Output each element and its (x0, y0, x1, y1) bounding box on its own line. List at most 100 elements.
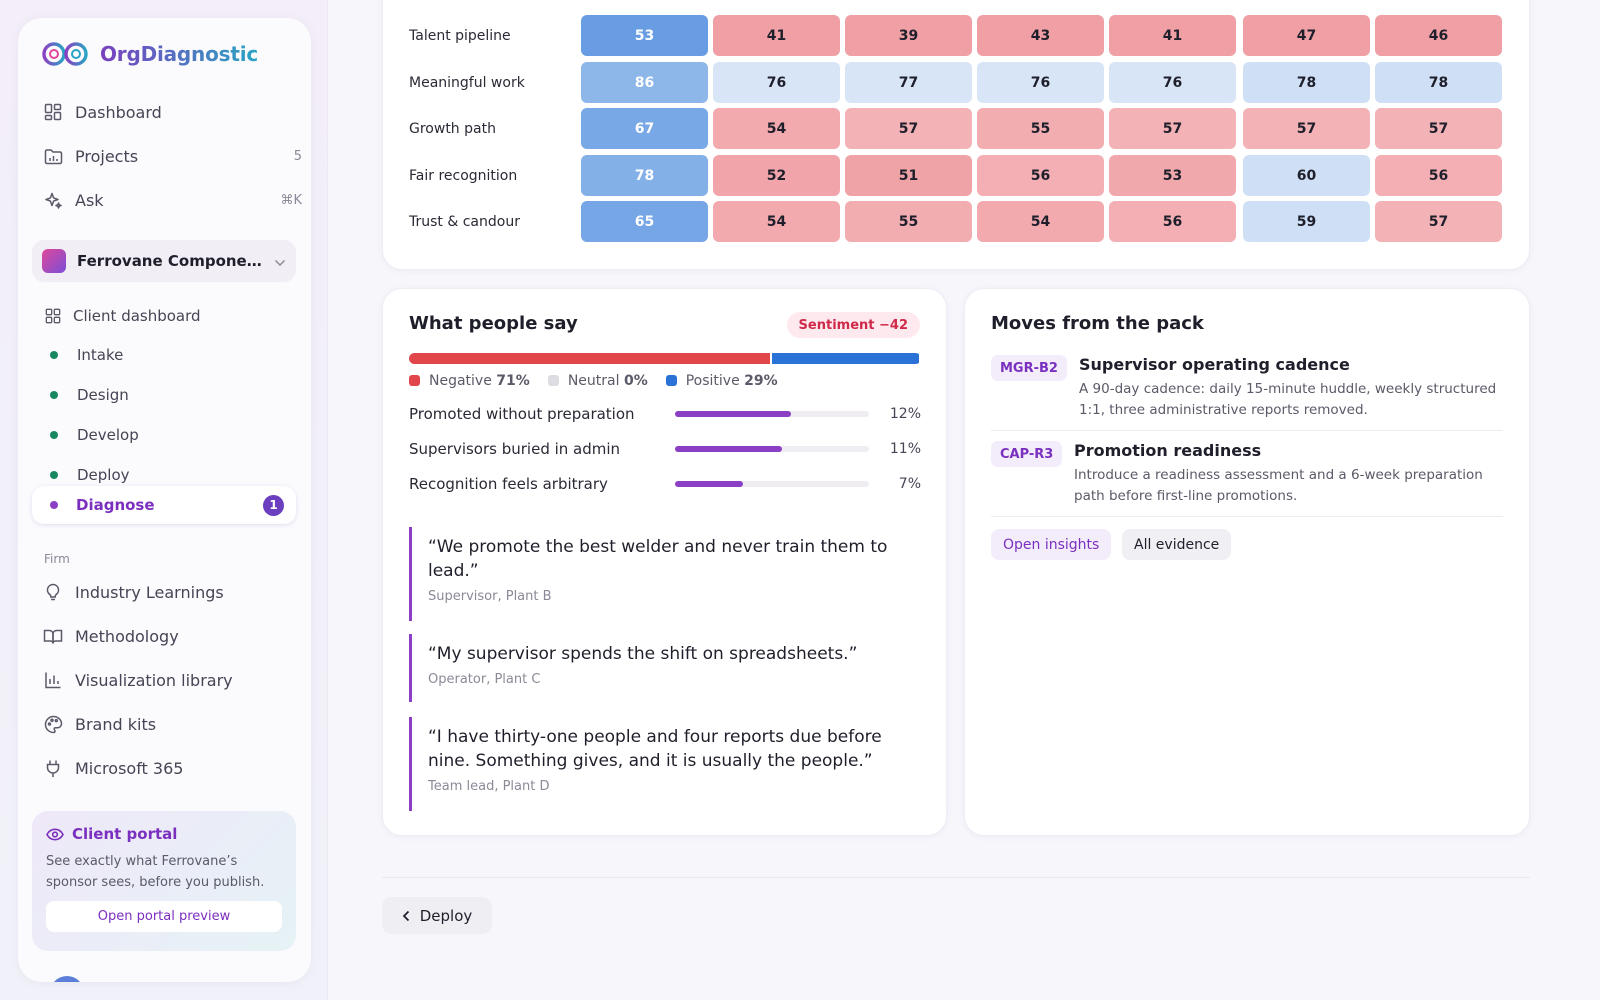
heatmap-cell[interactable]: 54 (713, 201, 840, 242)
quote-text: “My supervisor spends the shift on sprea… (428, 644, 858, 664)
heatmap-cell[interactable]: 67 (581, 108, 708, 149)
nav-brand-kits[interactable]: Brand kits (42, 710, 302, 738)
chevron-left-icon (402, 910, 409, 921)
quote-block: “My supervisor spends the shift on sprea… (409, 634, 909, 702)
heatmap-cell[interactable]: 55 (977, 108, 1104, 149)
open-portal-preview-button[interactable]: Open portal preview (46, 901, 282, 932)
heatmap-cell[interactable]: 43 (977, 15, 1104, 56)
heatmap-cell[interactable]: 57 (1243, 108, 1370, 149)
heatmap-cell[interactable]: 47 (1243, 15, 1370, 56)
nav-label: Projects (75, 146, 139, 166)
heatmap-cell[interactable]: 78 (581, 155, 708, 196)
heatmap-cell[interactable]: 60 (1243, 155, 1370, 196)
client-switcher[interactable]: Ferrovane Components (32, 240, 296, 282)
heatmap-cell[interactable]: 41 (1109, 15, 1236, 56)
nav-projects[interactable]: Projects 5 (42, 142, 302, 170)
nav-label: Methodology (75, 626, 179, 646)
theme-pct: 12% (889, 406, 921, 422)
all-evidence-button[interactable]: All evidence (1122, 529, 1232, 560)
avatar[interactable] (50, 976, 84, 982)
folder-icon (42, 145, 64, 167)
phase-intake[interactable]: Intake (42, 342, 292, 368)
phase-develop[interactable]: Develop (42, 422, 292, 448)
ask-shortcut: ⌘K (280, 192, 302, 208)
move-description: Introduce a readiness assessment and a 6… (1074, 467, 1483, 504)
heatmap-cell[interactable]: 76 (977, 62, 1104, 103)
theme-bar-fill (675, 446, 782, 452)
nav-industry-learnings[interactable]: Industry Learnings (42, 578, 302, 606)
heatmap-cell[interactable]: 56 (977, 155, 1104, 196)
what-people-say-card: What people say Sentiment −42 Negative 7… (382, 288, 947, 836)
client-dashboard-label: Client dashboard (73, 307, 201, 325)
phase-deploy[interactable]: Deploy (42, 462, 292, 488)
theme-row[interactable]: Recognition feels arbitrary 7% (409, 473, 921, 495)
sentiment-legend: Negative 71% Neutral 0% Positive 29% (409, 373, 778, 389)
theme-pct: 11% (889, 441, 921, 457)
heatmap-cell[interactable]: 76 (1109, 62, 1236, 103)
move-item[interactable]: MGR-B2 Supervisor operating cadence A 90… (991, 355, 1503, 431)
heatmap-cell[interactable]: 53 (581, 15, 708, 56)
plug-icon (42, 757, 64, 779)
phase-diagnose-active[interactable]: Diagnose 1 (32, 486, 296, 524)
move-item[interactable]: CAP-R3 Promotion readiness Introduce a r… (991, 441, 1503, 517)
heatmap-cell[interactable]: 59 (1243, 201, 1370, 242)
heatmap-row-label: Fair recognition (409, 167, 518, 184)
legend-positive: Positive 29% (665, 373, 778, 389)
heatmap-cell[interactable]: 57 (1375, 201, 1502, 242)
heatmap-cell[interactable]: 46 (1375, 15, 1502, 56)
heatmap-cell[interactable]: 57 (1109, 108, 1236, 149)
brand-name: OrgDiagnostic (100, 42, 259, 66)
heatmap-cell[interactable]: 55 (845, 201, 972, 242)
heatmap-cell[interactable]: 57 (1375, 108, 1502, 149)
heatmap-cell[interactable]: 78 (1375, 62, 1502, 103)
theme-bar-track (675, 411, 869, 417)
legend-negative: Negative 71% (409, 373, 530, 389)
client-portal-card: Client portal See exactly what Ferrovane… (32, 811, 296, 951)
nav-methodology[interactable]: Methodology (42, 622, 302, 650)
bar-chart-icon (42, 669, 64, 691)
status-dot (50, 501, 58, 509)
open-insights-button[interactable]: Open insights (991, 529, 1112, 560)
theme-row[interactable]: Supervisors buried in admin 11% (409, 438, 921, 460)
nav-ask[interactable]: Ask ⌘K (42, 186, 302, 214)
heatmap-cell[interactable]: 41 (713, 15, 840, 56)
heatmap-cell[interactable]: 78 (1243, 62, 1370, 103)
heatmap-cell[interactable]: 77 (845, 62, 972, 103)
heatmap-cell[interactable]: 76 (713, 62, 840, 103)
heatmap-row-label: Growth path (409, 120, 496, 137)
heatmap-cell[interactable]: 52 (713, 155, 840, 196)
heatmap-cell[interactable]: 57 (845, 108, 972, 149)
chevron-down-icon (274, 252, 286, 271)
theme-row[interactable]: Promoted without preparation 12% (409, 403, 921, 425)
nav-dashboard[interactable]: Dashboard (42, 98, 302, 126)
client-dashboard-link[interactable]: Client dashboard (42, 303, 292, 329)
palette-icon (42, 713, 64, 735)
nav-microsoft-365[interactable]: Microsoft 365 (42, 754, 302, 782)
heatmap-cell[interactable]: 65 (581, 201, 708, 242)
phase-label: Deploy (77, 466, 130, 484)
heatmap-cell[interactable]: 51 (845, 155, 972, 196)
heatmap-row-label: Meaningful work (409, 74, 525, 91)
heatmap-cell[interactable]: 54 (713, 108, 840, 149)
nav-label: Microsoft 365 (75, 758, 184, 778)
theme-bar-fill (675, 481, 743, 487)
nav-visualization-library[interactable]: Visualization library (42, 666, 302, 694)
heatmap-cell[interactable]: 56 (1375, 155, 1502, 196)
sentiment-segment (409, 353, 770, 364)
heatmap-cell[interactable]: 54 (977, 201, 1104, 242)
heatmap-cell[interactable]: 39 (845, 15, 972, 56)
move-title: Supervisor operating cadence (1079, 355, 1350, 374)
theme-pct: 7% (898, 476, 921, 492)
move-code-badge: CAP-R3 (991, 441, 1063, 467)
grid-icon (42, 101, 64, 123)
heatmap-cell[interactable]: 86 (581, 62, 708, 103)
back-to-deploy-button[interactable]: Deploy (382, 897, 492, 934)
theme-bar-fill (675, 411, 792, 417)
legend-neutral: Neutral 0% (547, 373, 648, 389)
lightbulb-icon (42, 581, 64, 603)
heatmap-cell[interactable]: 56 (1109, 201, 1236, 242)
phase-design[interactable]: Design (42, 382, 292, 408)
move-code-badge: MGR-B2 (991, 355, 1067, 381)
brand[interactable]: OrgDiagnostic (40, 40, 258, 68)
heatmap-cell[interactable]: 53 (1109, 155, 1236, 196)
